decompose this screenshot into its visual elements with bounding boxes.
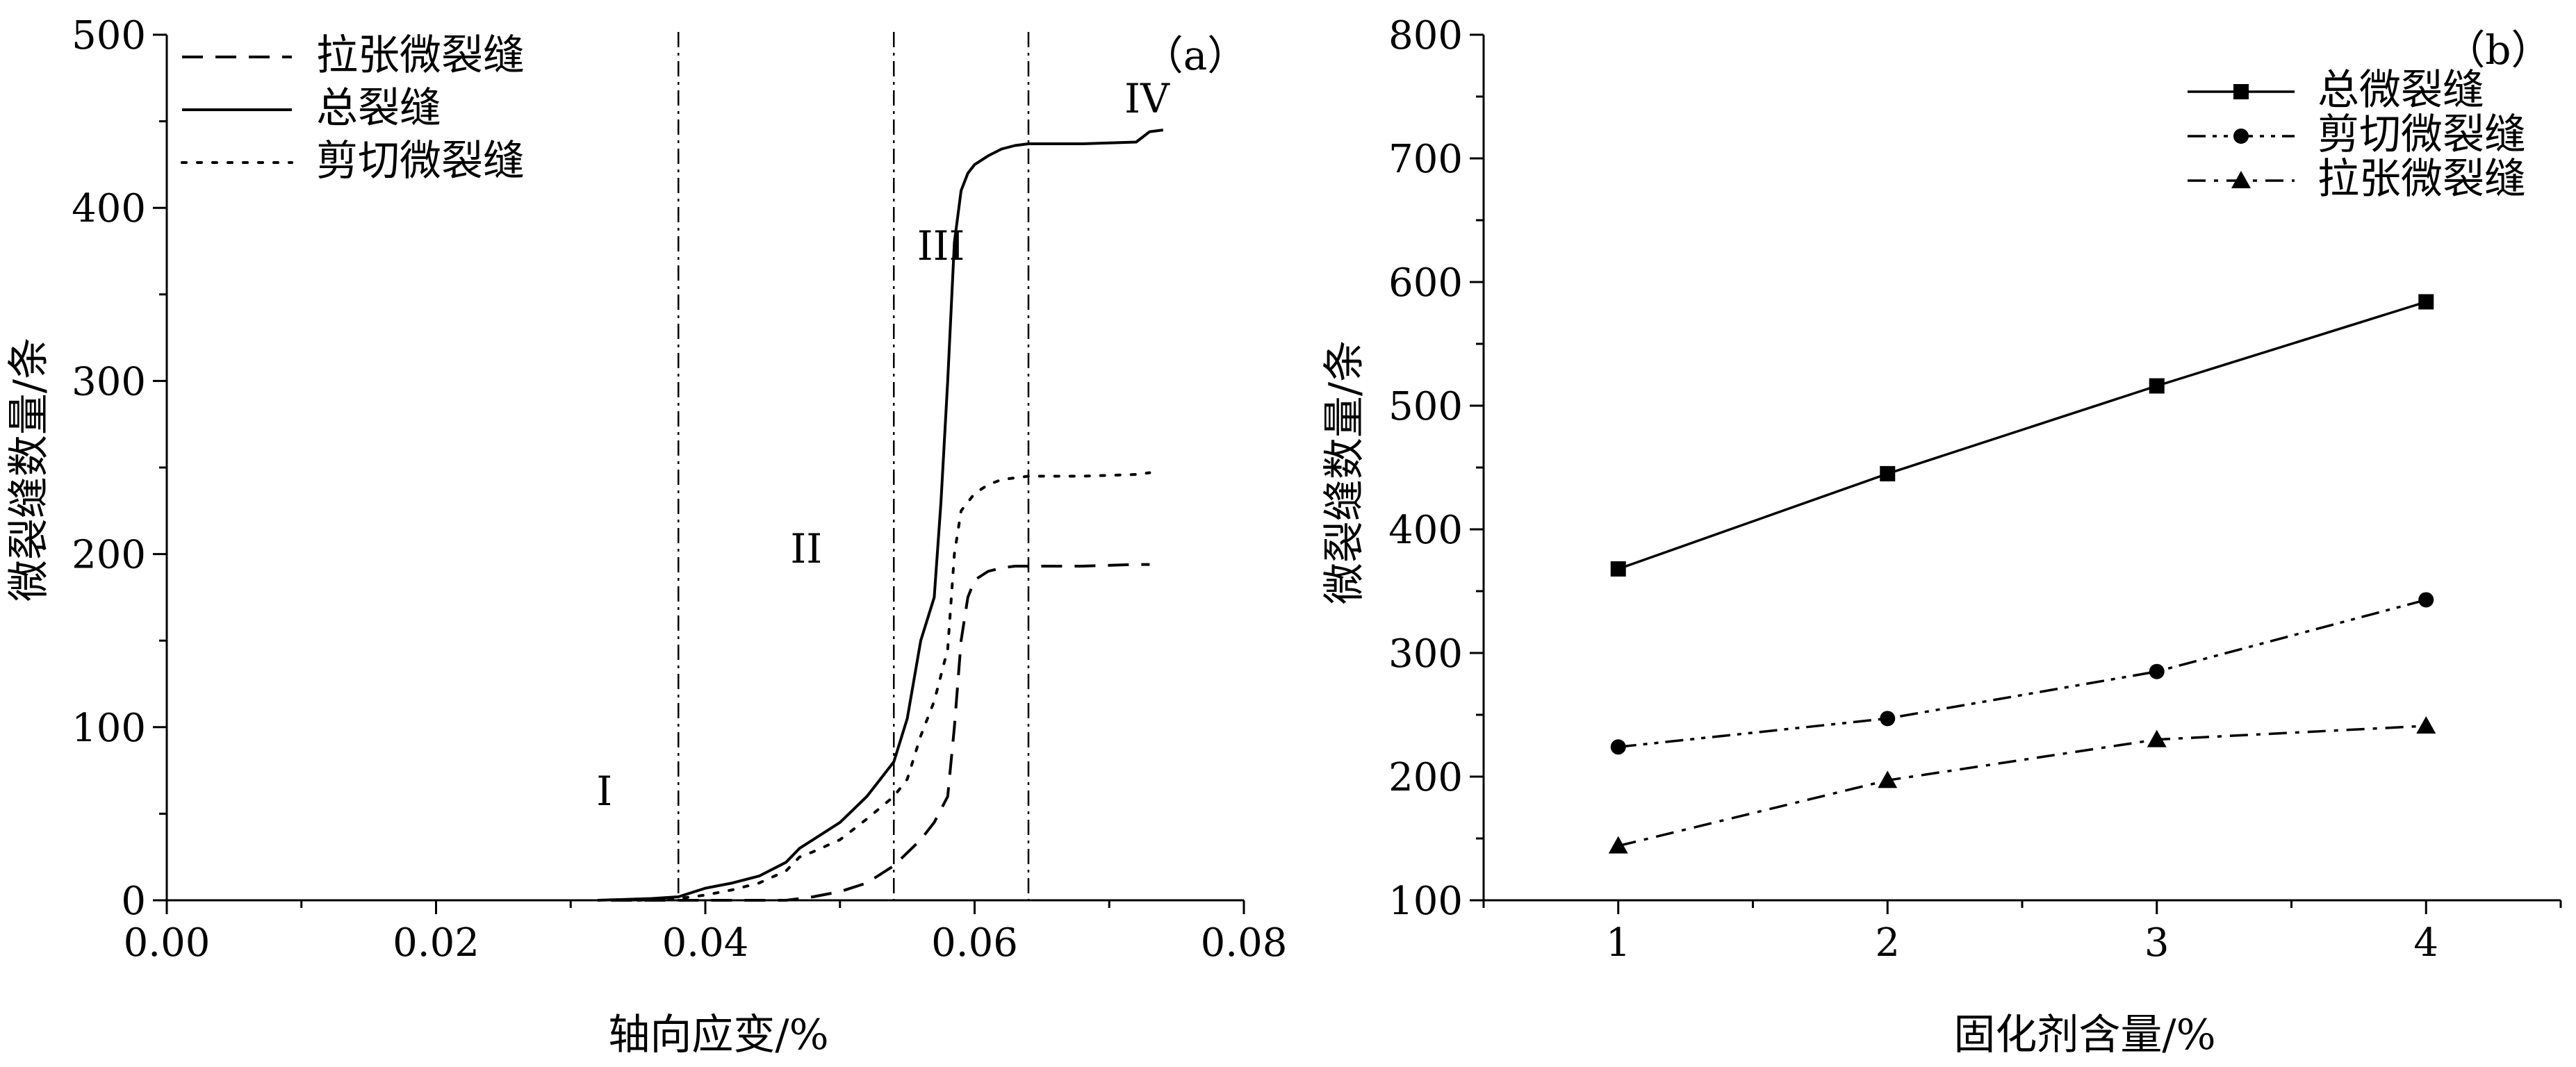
legend-label: 总微裂缝 (2317, 66, 2484, 115)
panel-a-y-tick-label: 200 (72, 533, 146, 578)
data-point (2149, 378, 2165, 394)
panel-a-x-axis-title: 轴向应变/% (608, 1011, 828, 1059)
data-point (2418, 294, 2434, 310)
data-point (1608, 836, 1628, 854)
panel-b-y-tick-label: 100 (1388, 879, 1463, 924)
panel-a-y-axis-title: 微裂缝数量/条 (5, 338, 54, 602)
panel-b-x-tick-label: 3 (2144, 920, 2169, 966)
data-point (1610, 739, 1626, 755)
legend-marker (2233, 129, 2249, 144)
legend-label: 拉张微裂缝 (316, 31, 525, 80)
panel-b-y-tick-label: 600 (1388, 260, 1463, 306)
panel-a-y-tick-label: 100 (72, 706, 146, 751)
panel-b-chart: 1 2 3 4 100 200 300 400 500 600 700 800 （b） 固化剂含量/%… (1320, 13, 2562, 1059)
panel-b-y-tick-label: 200 (1388, 755, 1463, 800)
data-point (2416, 716, 2436, 734)
series-line-1 (611, 563, 1150, 902)
series-line-2 (597, 129, 1164, 902)
data-point (2149, 663, 2165, 679)
data-point (2147, 729, 2167, 747)
data-point (1878, 770, 1898, 788)
panel-a-x-tick-label: 0.08 (1201, 920, 1288, 966)
panel-b-x-tick-label: 1 (1606, 920, 1631, 966)
stage-label: I (596, 768, 612, 815)
series-line-1 (1618, 300, 2427, 570)
legend-marker (2231, 171, 2251, 188)
panel-b-label: （b） (2445, 26, 2551, 74)
data-point (2418, 592, 2434, 608)
panel-b-y-tick-label: 400 (1388, 508, 1463, 553)
legend-label: 剪切微裂缝 (2317, 110, 2526, 159)
panel-a-y-tick-label: 300 (72, 359, 146, 404)
data-point (1880, 711, 1896, 727)
panel-a-y-tick-label: 500 (72, 13, 146, 58)
panel-b-y-tick-label: 800 (1388, 13, 1463, 58)
panel-a-x-tick-label: 0.02 (393, 920, 479, 966)
legend-label: 剪切微裂缝 (316, 137, 525, 185)
panel-a-label: （a） (1143, 32, 1248, 79)
panel-a-x-tick-label: 0.04 (662, 920, 749, 966)
stage-label: II (790, 525, 822, 572)
legend-label: 总裂缝 (316, 84, 441, 133)
panel-b-plot-area (1608, 294, 2436, 854)
panel-b-y-tick-label: 300 (1388, 631, 1463, 677)
panel-b-y-axis-title: 微裂缝数量/条 (1320, 340, 1369, 604)
series-line-3 (1618, 725, 2427, 847)
panel-b-y-tick-label: 500 (1388, 384, 1463, 429)
panel-a-y-tick-label: 400 (72, 186, 146, 231)
stage-label: III (917, 222, 965, 270)
panel-b-x-tick-label: 4 (2413, 920, 2438, 966)
stage-label: IV (1124, 75, 1170, 122)
legend-label: 拉张微裂缝 (2317, 155, 2526, 204)
legend-marker (2233, 84, 2249, 99)
panel-a-y-tick-label: 0 (121, 879, 146, 924)
panel-b-y-tick-label: 700 (1388, 137, 1463, 182)
data-point (1880, 465, 1896, 481)
panel-b-x-axis-title: 固化剂含量/% (1953, 1011, 2215, 1059)
panel-b-x-tick-label: 2 (1875, 920, 1900, 966)
panel-a-x-tick-label: 0.00 (124, 920, 211, 966)
panel-a-axes: 0.00 0.02 0.04 0.06 0.08 0 100 200 300 400 500 (72, 13, 1287, 966)
panel-b-axes: 1 2 3 4 100 200 300 400 500 600 700 800 (1388, 13, 2562, 966)
data-point (1610, 561, 1626, 577)
series-line-2 (1618, 598, 2427, 749)
panel-a-x-tick-label: 0.06 (931, 920, 1018, 966)
